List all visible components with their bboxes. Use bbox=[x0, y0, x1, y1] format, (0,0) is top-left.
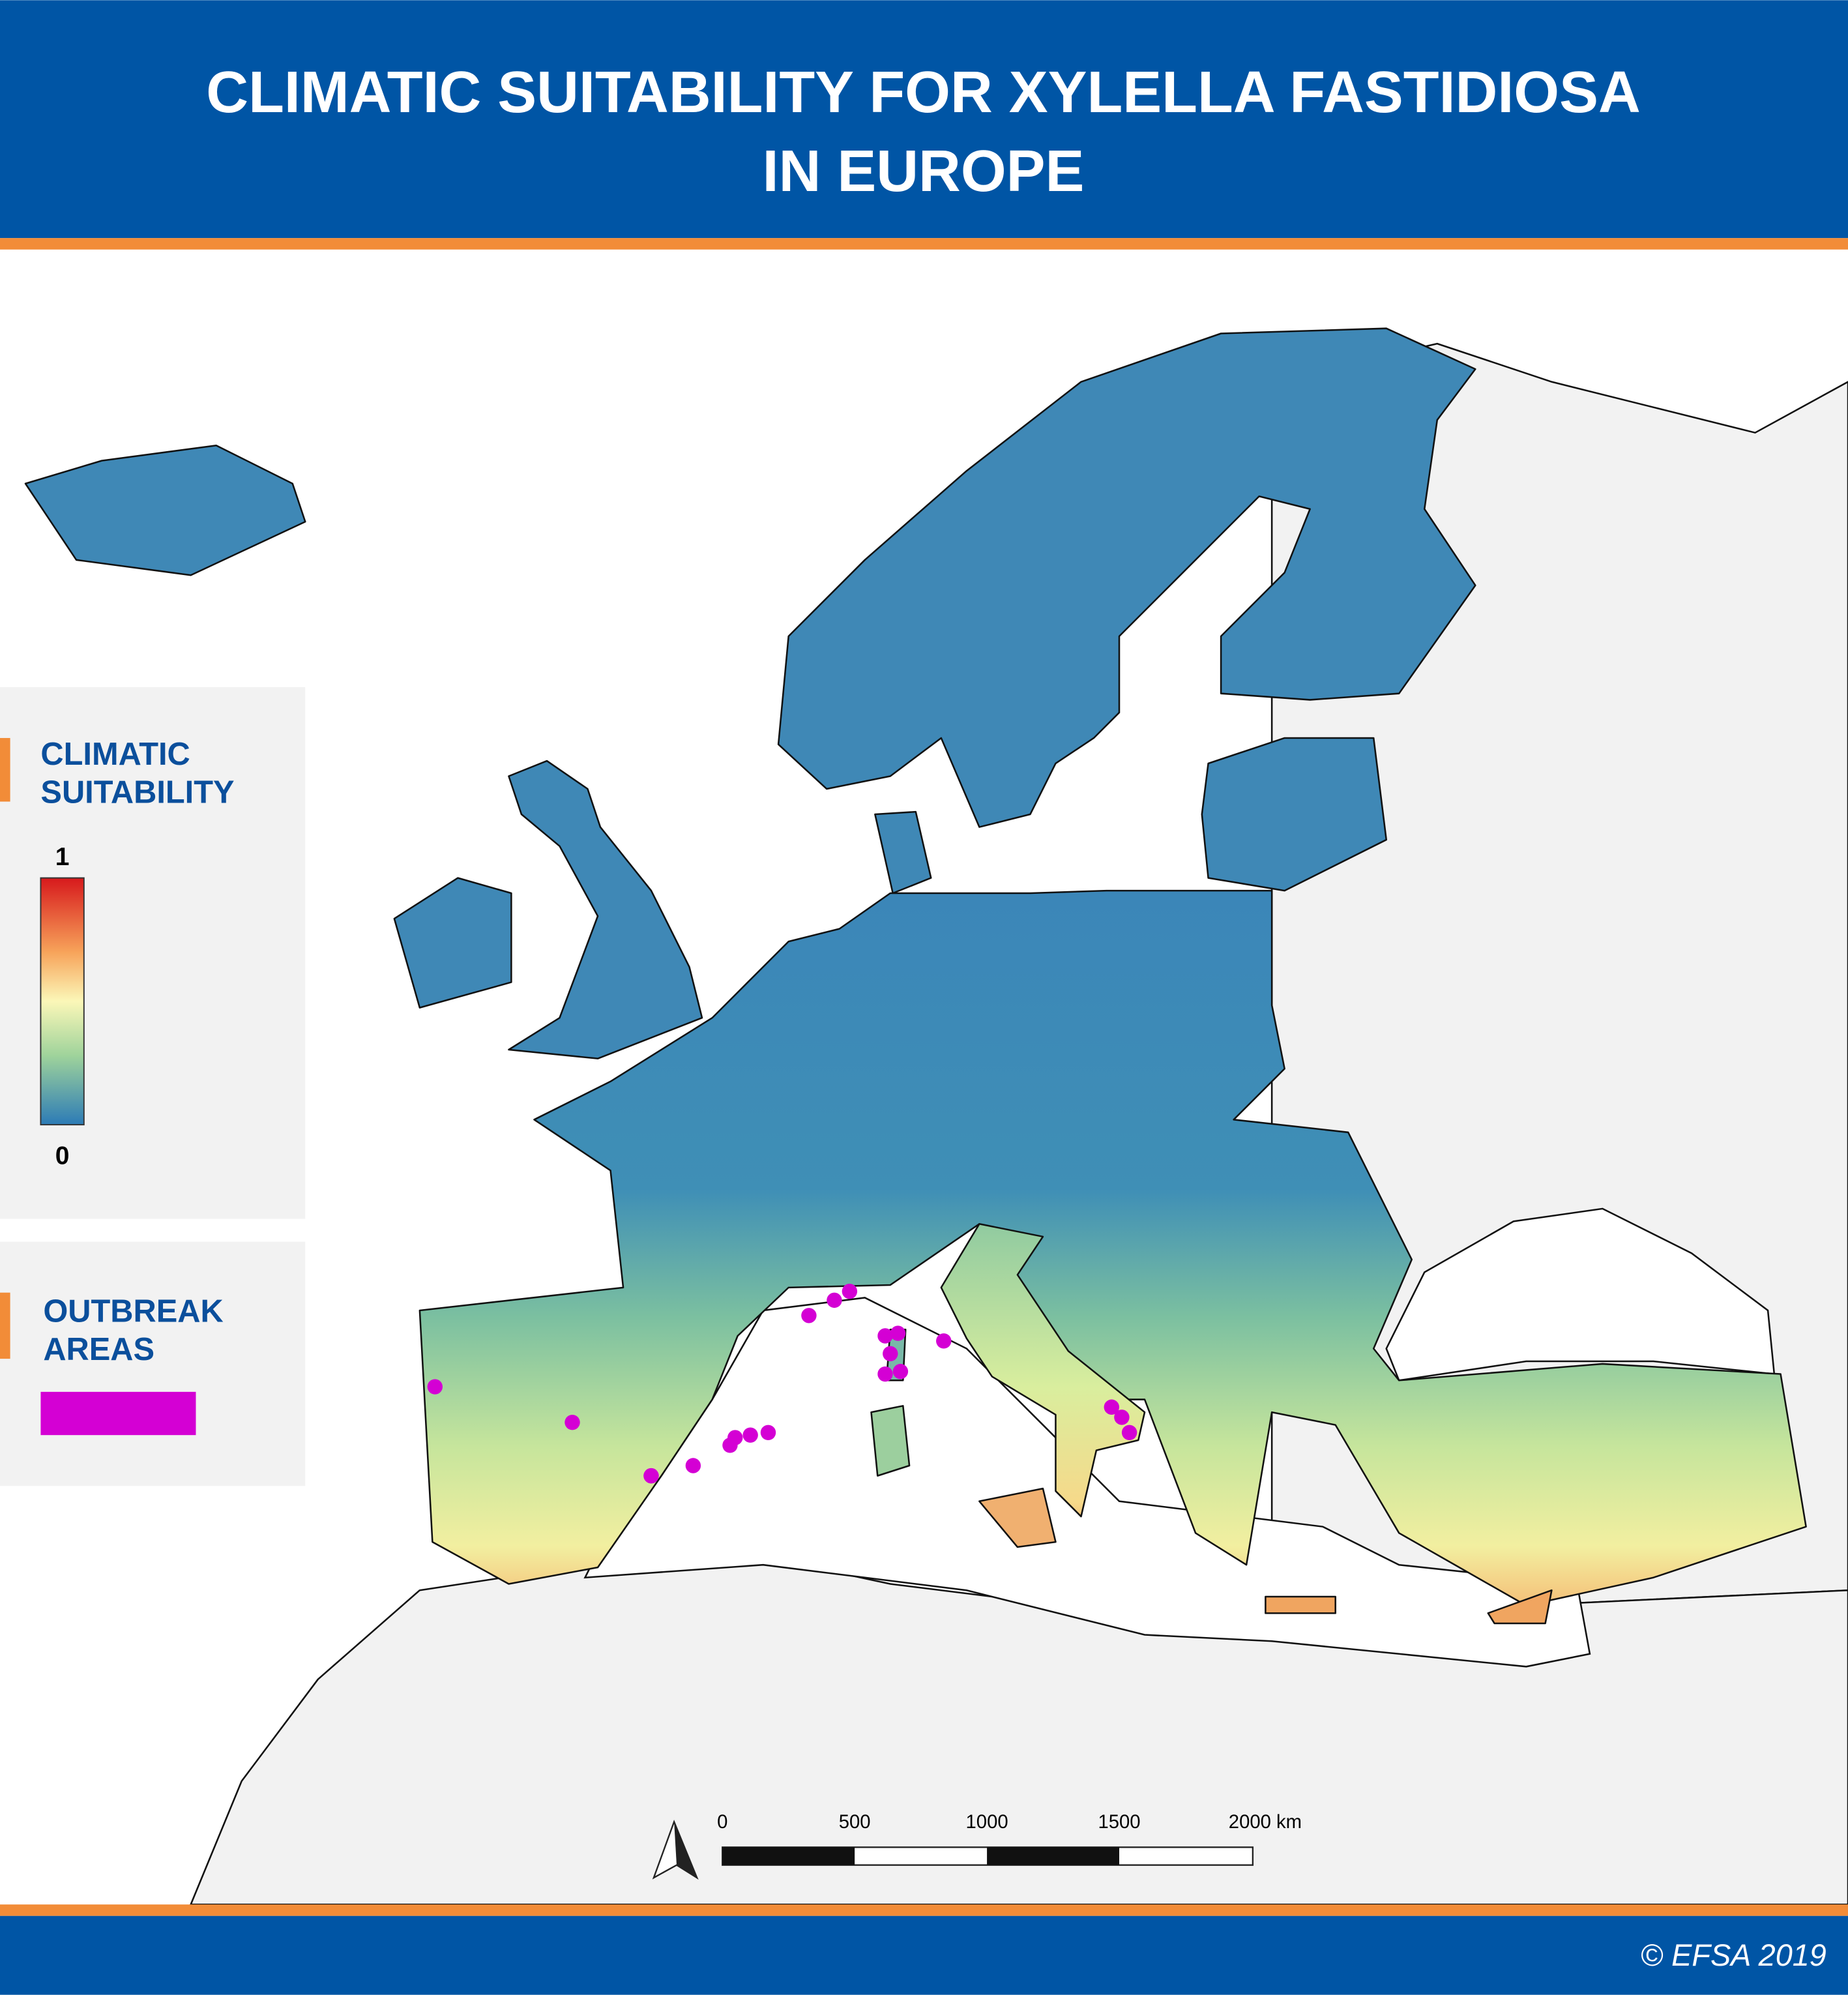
scale-segment bbox=[987, 1847, 1119, 1865]
outbreak-point bbox=[892, 1363, 909, 1380]
color-bar bbox=[40, 877, 85, 1126]
sea bbox=[1385, 1207, 1776, 1382]
outbreak-point bbox=[1114, 1410, 1130, 1425]
legend-accent bbox=[0, 737, 10, 802]
scale-label: 2000 km bbox=[1229, 1812, 1302, 1833]
country-baltics bbox=[1201, 737, 1388, 892]
outbreak-point bbox=[760, 1425, 776, 1440]
outbreak-point bbox=[742, 1427, 758, 1443]
island-sicily bbox=[978, 1487, 1057, 1548]
mainland-europe bbox=[418, 889, 1807, 1606]
scale-label: 500 bbox=[839, 1812, 871, 1833]
legend-title: SUITABILITY bbox=[40, 775, 234, 810]
country-italy bbox=[940, 1223, 1146, 1518]
outbreak-point bbox=[883, 1346, 898, 1362]
outbreak-point bbox=[801, 1308, 817, 1323]
island-crete bbox=[1265, 1595, 1336, 1614]
outbreak-point bbox=[1104, 1399, 1119, 1415]
country-uk bbox=[508, 760, 703, 1059]
legend-min: 0 bbox=[55, 1142, 70, 1170]
map bbox=[24, 327, 1848, 1906]
outbreak-swatch bbox=[40, 1391, 196, 1436]
north-arrow-shade bbox=[674, 1822, 697, 1878]
outbreak-point bbox=[936, 1333, 952, 1349]
outbreak-point bbox=[877, 1366, 893, 1382]
scale-segment bbox=[722, 1847, 855, 1865]
header-band bbox=[0, 0, 1848, 239]
outbreak-point bbox=[827, 1292, 842, 1308]
title-line: CLIMATIC SUITABILITY FOR XYLELLA FASTIDI… bbox=[206, 60, 1641, 125]
scale-bar: 0 500 1000 1500 2000 km bbox=[652, 1812, 1302, 1880]
scale-label: 1500 bbox=[1098, 1812, 1140, 1833]
island-sardinia bbox=[870, 1405, 911, 1477]
outbreak-point bbox=[1121, 1425, 1137, 1440]
country-iceland bbox=[24, 444, 306, 576]
country-ireland bbox=[393, 877, 512, 1009]
island-cyprus bbox=[1487, 1589, 1553, 1625]
outbreak-point bbox=[890, 1325, 906, 1341]
legend-max: 1 bbox=[55, 843, 70, 871]
header-stripe bbox=[0, 238, 1848, 250]
legend-title: CLIMATIC bbox=[40, 737, 190, 772]
legend-accent bbox=[0, 1292, 10, 1359]
legend-title: AREAS bbox=[43, 1332, 154, 1367]
footer-band bbox=[0, 1915, 1848, 1995]
outbreak-point bbox=[685, 1458, 701, 1473]
country-denmark bbox=[874, 810, 932, 894]
outbreak-point bbox=[842, 1284, 858, 1299]
scale-label: 0 bbox=[717, 1812, 727, 1833]
legend-panel bbox=[0, 1241, 306, 1486]
outbreak-point bbox=[565, 1414, 580, 1430]
title-line: IN EUROPE bbox=[763, 139, 1085, 204]
copyright: © EFSA 2019 bbox=[1641, 1938, 1826, 1972]
legend-title: OUTBREAK bbox=[43, 1294, 223, 1329]
outbreak-point bbox=[722, 1438, 738, 1453]
outbreak-point bbox=[643, 1468, 659, 1484]
outbreak-point bbox=[877, 1328, 893, 1344]
outbreak-point bbox=[427, 1379, 443, 1395]
country-scandinavia bbox=[777, 327, 1476, 828]
scale-label: 1000 bbox=[966, 1812, 1008, 1833]
footer-stripe bbox=[0, 1904, 1848, 1916]
